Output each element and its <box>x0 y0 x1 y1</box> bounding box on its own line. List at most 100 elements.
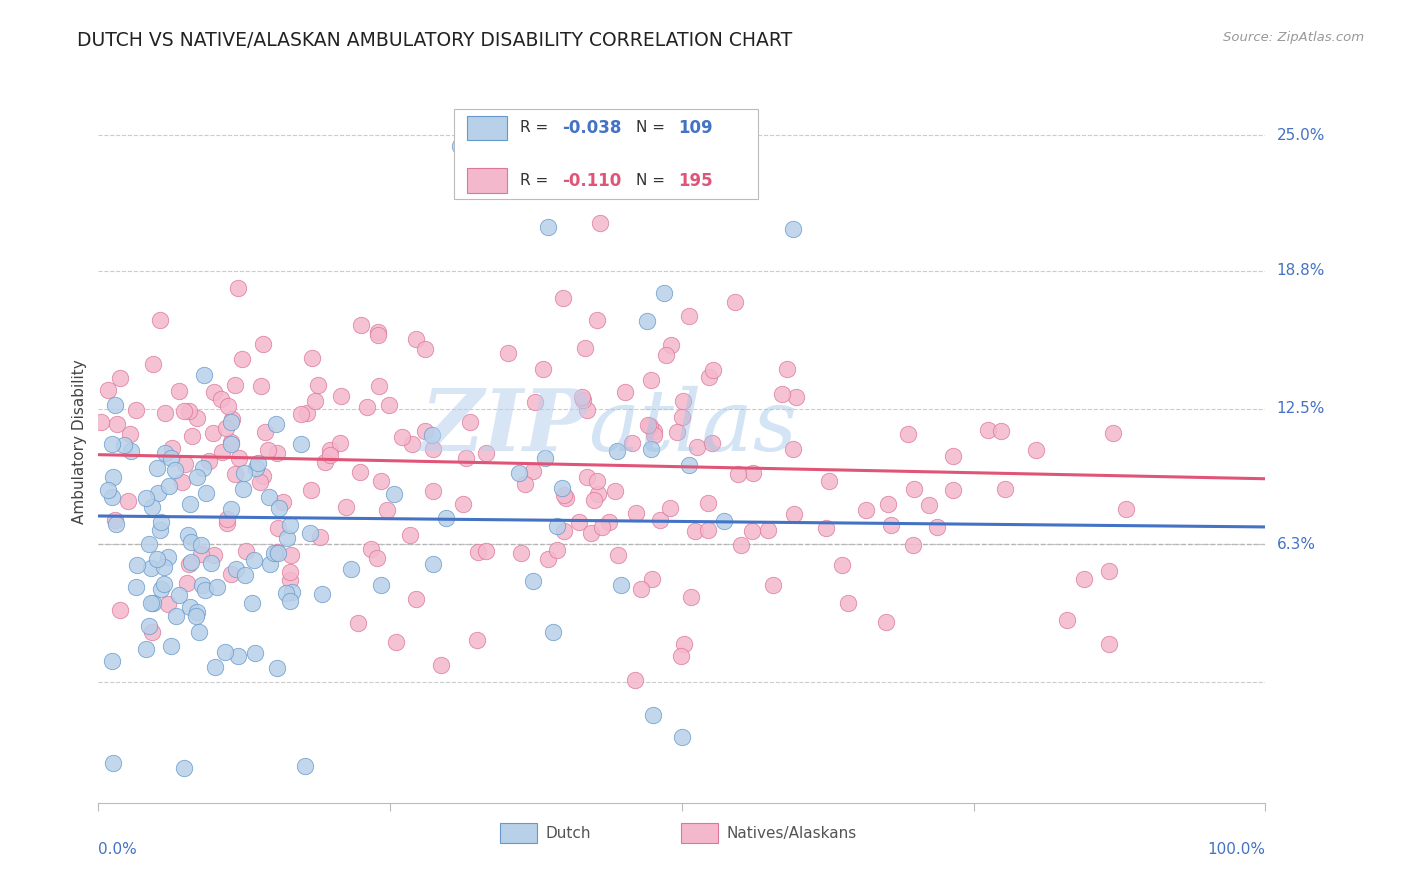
Point <box>180 555 202 569</box>
Point <box>252 337 274 351</box>
Point <box>311 587 333 601</box>
Point <box>200 556 222 570</box>
Point <box>149 313 172 327</box>
Point <box>278 518 301 533</box>
Point <box>683 524 706 539</box>
Point <box>246 456 269 470</box>
Point <box>522 464 544 478</box>
Point <box>654 285 676 300</box>
Point <box>606 548 628 562</box>
Point <box>513 477 536 491</box>
Point <box>104 513 127 527</box>
Point <box>157 479 180 493</box>
Point <box>141 625 163 640</box>
Point <box>180 535 202 549</box>
Point <box>509 546 531 560</box>
Point <box>281 585 304 599</box>
Text: atlas: atlas <box>589 385 797 468</box>
Point <box>141 596 163 610</box>
Point <box>280 548 302 562</box>
Point <box>181 429 204 443</box>
Point <box>422 442 444 456</box>
Point <box>474 543 496 558</box>
Point <box>467 545 489 559</box>
Point <box>610 578 633 592</box>
Point <box>190 538 212 552</box>
Point <box>619 160 641 174</box>
Text: R =: R = <box>520 120 553 136</box>
Point <box>214 645 236 659</box>
Point <box>194 485 217 500</box>
Point <box>150 515 173 529</box>
Point <box>225 562 247 576</box>
Point <box>401 437 423 451</box>
Point <box>139 561 162 575</box>
Point <box>173 404 195 418</box>
Point <box>202 549 225 563</box>
Point <box>360 542 382 557</box>
Point <box>918 498 941 512</box>
Point <box>620 435 643 450</box>
Point <box>700 435 723 450</box>
Text: 25.0%: 25.0% <box>1277 128 1324 143</box>
Point <box>782 442 804 457</box>
Point <box>508 467 530 481</box>
Point <box>219 436 242 450</box>
Point <box>108 371 131 385</box>
Point <box>146 461 169 475</box>
Point <box>551 292 574 306</box>
Point <box>897 427 920 442</box>
Point <box>167 384 190 398</box>
Point <box>125 580 148 594</box>
Point <box>177 527 200 541</box>
Text: N =: N = <box>637 120 671 136</box>
Point <box>219 502 242 516</box>
Point <box>349 465 371 479</box>
Point <box>430 658 453 673</box>
Point <box>266 661 288 675</box>
Point <box>176 576 198 591</box>
Point <box>537 219 560 234</box>
Point <box>280 566 302 580</box>
Point <box>267 521 290 535</box>
Point <box>531 362 554 376</box>
Point <box>724 295 747 310</box>
Point <box>100 654 122 668</box>
Point <box>572 393 595 408</box>
Point <box>420 428 443 442</box>
Point <box>101 491 124 505</box>
Point <box>378 398 401 412</box>
Point <box>112 438 135 452</box>
Point <box>294 759 316 773</box>
Point <box>228 281 250 295</box>
Point <box>186 411 208 425</box>
Point <box>366 550 388 565</box>
Point <box>146 486 169 500</box>
Text: Source: ZipAtlas.com: Source: ZipAtlas.com <box>1223 31 1364 45</box>
Point <box>391 430 413 444</box>
Point <box>156 550 179 565</box>
Point <box>586 313 609 327</box>
Point <box>149 524 172 538</box>
Point <box>782 222 804 236</box>
Point <box>772 386 794 401</box>
Point <box>217 516 239 530</box>
Point <box>259 558 281 572</box>
Point <box>1115 501 1137 516</box>
Point <box>837 596 859 610</box>
Point <box>553 524 575 539</box>
Point <box>672 393 695 408</box>
Point <box>449 139 471 153</box>
Point <box>346 615 368 630</box>
Point <box>831 558 853 572</box>
Point <box>103 756 125 771</box>
Text: 6.3%: 6.3% <box>1277 537 1316 552</box>
Point <box>318 442 340 457</box>
Point <box>671 409 693 424</box>
Point <box>202 385 225 400</box>
Point <box>211 392 233 406</box>
Point <box>382 486 405 500</box>
Point <box>589 216 612 230</box>
Point <box>149 582 172 596</box>
Point <box>643 424 665 438</box>
